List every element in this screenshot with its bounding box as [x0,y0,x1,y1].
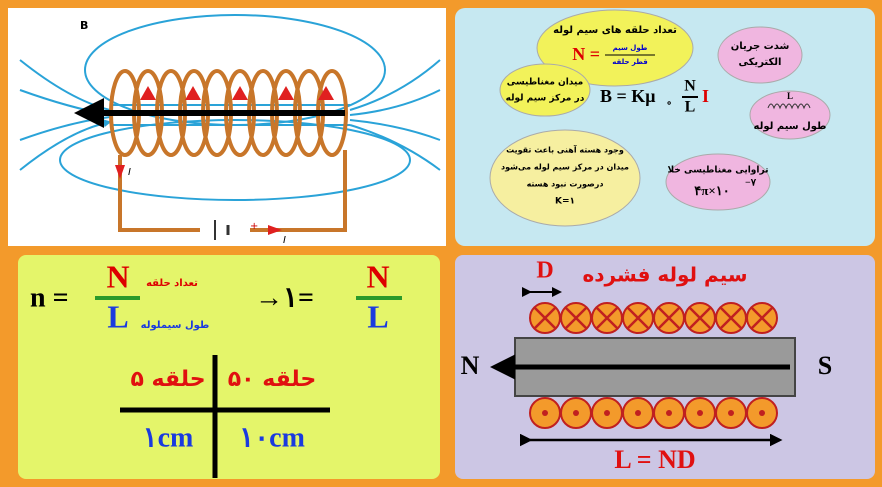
formula: طول سیم [613,44,648,52]
panel-density: n = N L تعداد حلقه طول سیملوله →۱= N L ۵… [18,255,440,479]
formula: N = [572,44,600,64]
table-cell: ۱۰cm [239,422,305,453]
formula: ∘ [666,98,672,109]
bubble-text: طول سیم لوله [754,121,827,132]
bubble-text: −۷ [745,177,757,188]
bubble-text: تراوایی مغناطیسی خلا [668,166,769,176]
panel-tight-solenoid: سیم لوله فشرده D N S L = ND [455,255,875,479]
current-label: I [128,167,131,178]
diameter-label: D [536,258,553,284]
note: طول سیملوله [141,320,210,331]
formula: قطر حلقه [612,58,648,66]
bubble-text: ۴π×۱۰ [694,183,729,198]
formula: n = [30,282,69,313]
battery-plus: + [250,221,258,232]
bubble-text: L [787,91,793,101]
pole-label: S [818,351,832,380]
panel-solenoid: B I + I [8,8,446,246]
pole-label: N [461,351,480,380]
current-label: I [283,235,286,246]
bubble-text: در مرکز سیم لوله [506,94,585,104]
bubble-text: میدان در مرکز سیم لوله می‌شود [501,163,629,172]
formula: L [685,99,696,116]
formula: I [702,86,709,106]
bubble-text: الکتریکی [739,57,782,68]
formula: N [684,78,696,95]
bubble-text: تعداد حلقه های سیم لوله [553,25,677,36]
table-cell: ۱cm [143,422,194,453]
formula: N [106,258,129,294]
bubble-text: شدت جریان [731,41,790,52]
formula: N [366,258,389,294]
table-cell: ۵۰ حلقه [228,367,317,392]
note: تعداد حلقه [146,278,198,289]
formula: →۱= [255,282,314,313]
table-cell: ۵ حلقه [130,367,205,392]
panel-formula: تعداد حلقه های سیم لوله N = طول سیم قطر … [455,8,875,246]
formula: L [107,298,128,334]
field-label: B [80,19,88,32]
bubble-text: میدان مغناطیسی [507,78,583,88]
bubble-text: K=۱ [555,197,575,207]
bubble-text: وجود هسته آهنی باعث تقویت [506,145,624,155]
length-formula: L = ND [614,445,695,474]
panel-title: سیم لوله فشرده [582,263,747,287]
formula: B = Kμ [600,86,655,106]
bubble-text: درصورت نبود هسته [527,180,604,189]
formula: L [367,298,388,334]
